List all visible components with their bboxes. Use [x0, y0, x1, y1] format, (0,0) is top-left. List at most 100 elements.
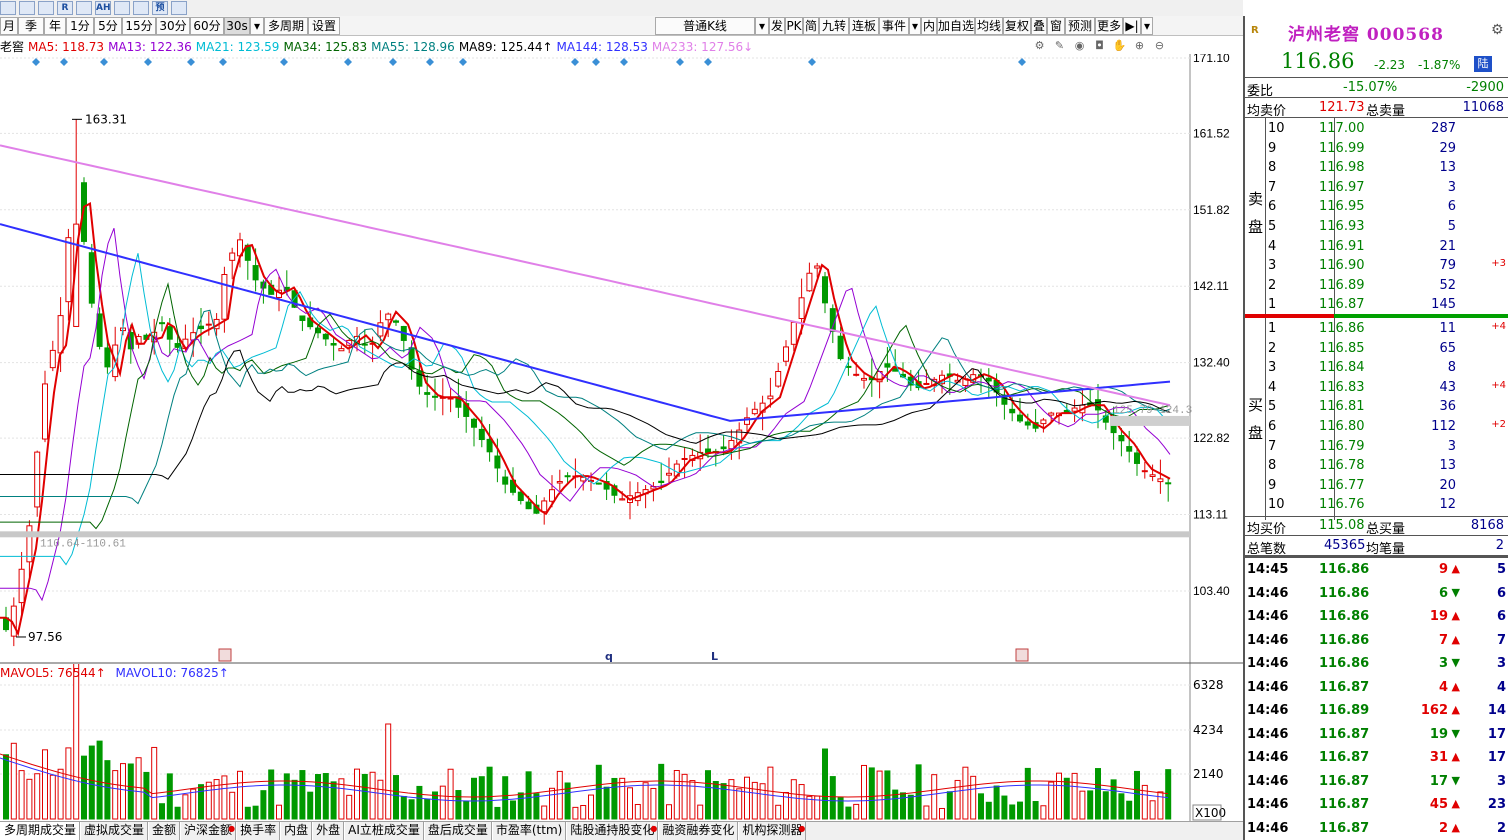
event-diamond-icon [60, 58, 68, 66]
more-dropdown-icon[interactable]: ▾ [1141, 17, 1153, 35]
period-0[interactable]: 月 [0, 17, 18, 35]
toolbar-button-3[interactable]: 九转 [819, 17, 849, 35]
candle-body [205, 323, 212, 326]
grid-icon[interactable] [76, 1, 92, 15]
trend-icon[interactable] [38, 1, 54, 15]
weibi-value: -15.07% [1343, 80, 1398, 95]
ask-level: 1 [1268, 297, 1277, 313]
event-dropdown-icon[interactable]: ▾ [909, 17, 921, 35]
candle-body [658, 480, 665, 484]
period-5[interactable]: 15分 [122, 17, 156, 35]
toolbar-button-11[interactable]: 窗 [1047, 17, 1065, 35]
period-7[interactable]: 60分 [190, 17, 224, 35]
candle-body [26, 525, 33, 563]
R-icon[interactable]: R [57, 1, 73, 15]
indicator-tab-10[interactable]: 陆股通持股变化 ● [566, 822, 659, 840]
report-icon[interactable] [171, 1, 187, 15]
gear-icon[interactable]: ⚙ [1491, 22, 1504, 38]
period-9[interactable]: 多周期 [264, 17, 308, 35]
lock-icon[interactable]: ◘ [1095, 39, 1104, 52]
tick-price: 116.86 [1319, 585, 1370, 601]
indicator-tab-6[interactable]: 外盘 [312, 822, 345, 840]
indicator-tab-5[interactable]: 内盘 [280, 822, 313, 840]
indicator-tab-3[interactable]: 沪深金额 ● [180, 822, 237, 840]
news-icon[interactable] [133, 1, 149, 15]
ask-volume: 5 [1447, 219, 1456, 234]
candle-body [666, 472, 672, 476]
arrow-up-icon: ▲ [1451, 797, 1460, 810]
toolbar-button-9[interactable]: 复权 [1003, 17, 1031, 35]
tick-price: 116.89 [1319, 703, 1370, 718]
toolbar-button-2[interactable]: 简 [803, 17, 819, 35]
hand-icon[interactable]: ✋ [1112, 39, 1127, 52]
indicator-tab-11[interactable]: 融资融券变化 [658, 822, 739, 840]
indicator-tab-12[interactable]: 机构探测器 ● [738, 822, 807, 840]
volume-bar [260, 790, 267, 820]
volume-bar [510, 800, 516, 820]
candle-body [798, 297, 805, 320]
candle-body [1017, 414, 1023, 422]
play-end-icon[interactable]: ▶| [1123, 17, 1141, 35]
volume-bar [151, 746, 158, 820]
flag-icon[interactable] [114, 1, 130, 15]
zoom-in-icon[interactable]: ⊕ [1134, 39, 1145, 52]
chart-icon[interactable] [0, 1, 16, 15]
bid-price: 116.76 [1319, 497, 1365, 513]
period-1[interactable]: 季 [18, 17, 44, 35]
toolbar-button-6[interactable]: 内 [921, 17, 937, 35]
AH-icon[interactable]: AH [95, 1, 111, 15]
indicator-tab-2[interactable]: 金额 [148, 822, 181, 840]
kline-type-dropdown-icon[interactable]: ▾ [755, 17, 769, 35]
toolbar-button-13[interactable]: 更多 [1095, 17, 1123, 35]
indicator-tab-8[interactable]: 盘后成交量 [423, 822, 492, 840]
candle-body [252, 265, 259, 281]
volume-chart[interactable]: 6328 4234 2140 X100 [0, 664, 1243, 821]
tick-row: 14:46 116.89 162 ▲ 14 [1245, 701, 1508, 721]
candle-body [1071, 407, 1078, 412]
candle-body [65, 237, 72, 303]
tick-row: 14:46 116.86 6 ▼ 6 [1245, 584, 1508, 604]
settings-icon[interactable]: ⚙ [1034, 39, 1045, 52]
toolbar-button-10[interactable]: 叠 [1031, 17, 1047, 35]
zoom-out-icon[interactable]: ⊖ [1154, 39, 1165, 52]
pencil-icon[interactable]: ✎ [1054, 39, 1065, 52]
volume-bar [798, 784, 805, 820]
period-4[interactable]: 5分 [94, 17, 122, 35]
tick-time: 14:46 [1247, 820, 1289, 836]
indicator-tab-4[interactable]: 换手率 [236, 822, 281, 840]
candle-body [1157, 478, 1164, 483]
toolbar-button-8[interactable]: 均线 [975, 17, 1003, 35]
period-10[interactable]: 设置 [308, 17, 340, 35]
forecast-icon[interactable]: 预 [152, 1, 168, 15]
toolbar-button-4[interactable]: 连板 [849, 17, 879, 35]
bars-icon[interactable] [19, 1, 35, 15]
indicator-tab-7[interactable]: AI立桩成交量 [344, 822, 424, 840]
indicator-tab-1[interactable]: 虚拟成交量 [80, 822, 149, 840]
volume-bar [939, 807, 945, 820]
period-8[interactable]: 30s [224, 17, 250, 35]
period-2[interactable]: 年 [44, 17, 66, 35]
period-6[interactable]: 30分 [156, 17, 190, 35]
weibi-label: 委比 [1247, 84, 1274, 99]
volume-bar [291, 779, 298, 820]
tick-row: 14:46 116.87 2 ▲ 2 [1245, 819, 1508, 839]
eye-icon[interactable]: ◉ [1074, 39, 1085, 52]
side-label: 买 [1248, 396, 1264, 414]
kline-type-select[interactable]: 普通K线 [655, 17, 755, 35]
side-label: 盘 [1248, 424, 1264, 442]
volume-bar [759, 783, 766, 820]
toolbar-button-12[interactable]: 预测 [1065, 17, 1095, 35]
period-3[interactable]: 1分 [66, 17, 94, 35]
toolbar-button-1[interactable]: PK [785, 17, 803, 35]
kline-chart[interactable]: 171.10 161.52 151.82 142.11 132.40 122.82 113.… [0, 54, 1243, 664]
candle-body [783, 346, 789, 362]
chart-bg [0, 54, 1243, 664]
indicator-tab-0[interactable]: 多周期成交量 [0, 822, 81, 840]
period-dropdown-icon[interactable]: ▾ [250, 17, 264, 35]
indicator-tab-9[interactable]: 市盈率(ttm) [491, 822, 567, 840]
toolbar-button-0[interactable]: 发 [769, 17, 785, 35]
toolbar-button-5[interactable]: 事件 [879, 17, 909, 35]
toolbar-button-7[interactable]: 加自选 [937, 17, 975, 35]
hk-connect-badge: 陆 [1474, 56, 1492, 72]
arrow-up-icon: ▲ [1451, 679, 1460, 693]
